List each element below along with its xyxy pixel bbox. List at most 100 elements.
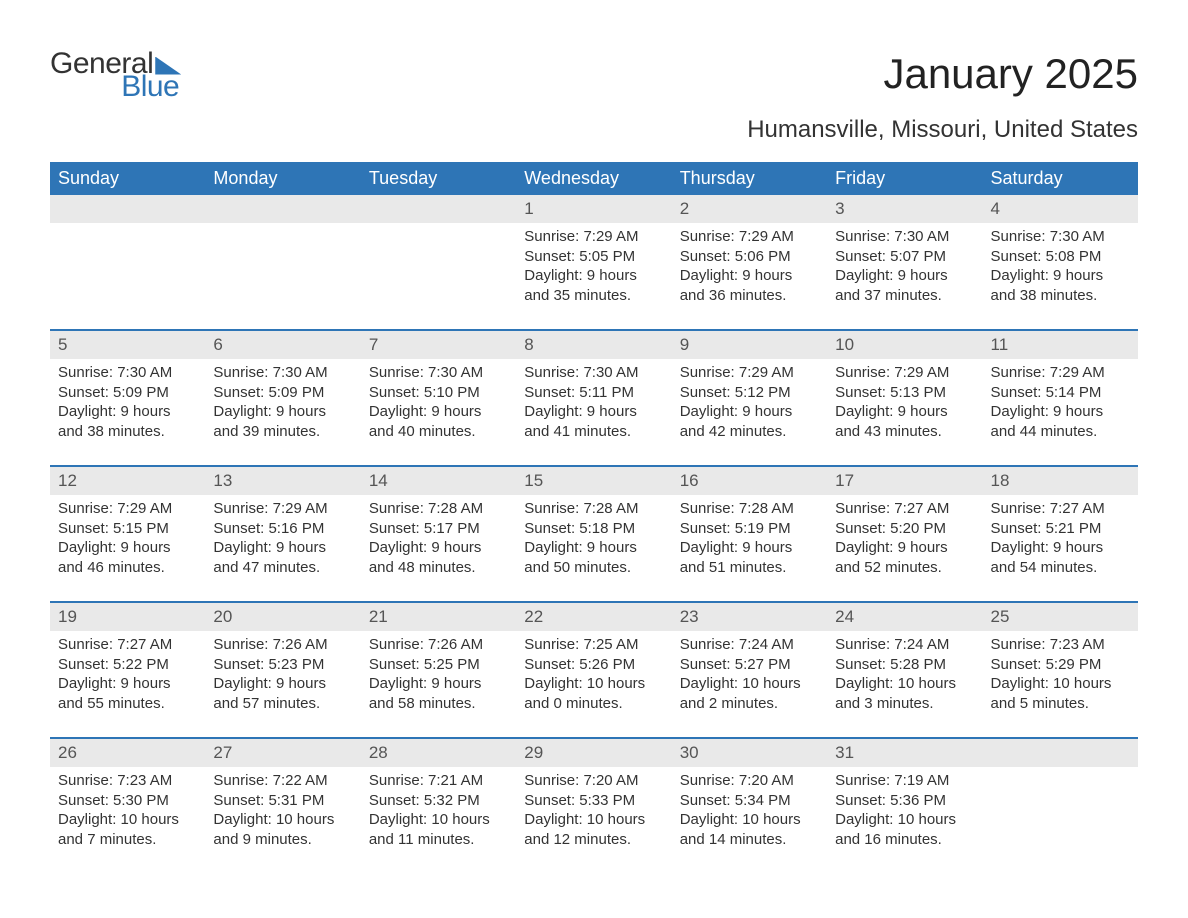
sunset-text: Sunset: 5:11 PM xyxy=(524,383,663,403)
day-number: 2 xyxy=(672,195,827,223)
calendar-day: 2Sunrise: 7:29 AMSunset: 5:06 PMDaylight… xyxy=(672,195,827,315)
sunrise-text: Sunrise: 7:29 AM xyxy=(680,227,819,247)
weekday-header: Monday xyxy=(205,162,360,195)
day-number: 30 xyxy=(672,739,827,767)
day-number xyxy=(983,739,1138,767)
sunset-text: Sunset: 5:13 PM xyxy=(835,383,974,403)
sunset-text: Sunset: 5:26 PM xyxy=(524,655,663,675)
daylight-text-2: and 9 minutes. xyxy=(213,830,352,850)
calendar-day: 30 Sunrise: 7:20 AMSunset: 5:34 PMDayligh… xyxy=(672,739,827,859)
sunrise-text: Sunrise: 7:24 AM xyxy=(680,635,819,655)
daylight-text-1: Daylight: 9 hours xyxy=(991,402,1130,422)
sunset-text: Sunset: 5:32 PM xyxy=(369,791,508,811)
sunset-text: Sunset: 5:29 PM xyxy=(991,655,1130,675)
daylight-text-1: Daylight: 9 hours xyxy=(524,538,663,558)
sunrise-text: Sunrise: 7:25 AM xyxy=(524,635,663,655)
day-number: 7 xyxy=(361,331,516,359)
sunset-text: Sunset: 5:36 PM xyxy=(835,791,974,811)
daylight-text-1: Daylight: 9 hours xyxy=(835,538,974,558)
calendar-day: 26Sunrise: 7:23 AMSunset: 5:30 PMDayligh… xyxy=(50,739,205,859)
weekday-header: Thursday xyxy=(672,162,827,195)
calendar-week: 5 Sunrise: 7:30 AMSunset: 5:09 PM Daylight… xyxy=(50,329,1138,451)
daylight-text-2: and 7 minutes. xyxy=(58,830,197,850)
calendar-day: 5Sunrise: 7:30 AMSunset: 5:09 PMDaylight… xyxy=(50,331,205,451)
day-number: 5 xyxy=(50,331,205,359)
sunset-text: Sunset: 5:12 PM xyxy=(680,383,819,403)
daylight-text-1: Daylight: 10 hours xyxy=(524,674,663,694)
sunrise-text: Sunrise: 7:30 AM xyxy=(213,363,352,383)
daylight-text-1: Daylight: 9 hours xyxy=(835,402,974,422)
daylight-text-1: Daylight: 10 hours xyxy=(58,810,197,830)
day-number xyxy=(50,195,205,223)
title-block: January 2025 Humansville, Missouri, Unit… xyxy=(747,50,1138,154)
daylight-text-1: Daylight: 9 hours xyxy=(369,674,508,694)
daylight-text-2: and 40 minutes. xyxy=(369,422,508,442)
daylight-text-1: Daylight: 10 hours xyxy=(524,810,663,830)
calendar-day xyxy=(50,195,205,315)
calendar-day xyxy=(983,739,1138,859)
day-number: 20 xyxy=(205,603,360,631)
day-number: 31 xyxy=(827,739,982,767)
sunset-text: Sunset: 5:34 PM xyxy=(680,791,819,811)
daylight-text-2: and 43 minutes. xyxy=(835,422,974,442)
day-number: 21 xyxy=(361,603,516,631)
weekday-header: Saturday xyxy=(983,162,1138,195)
daylight-text-1: Daylight: 9 hours xyxy=(369,402,508,422)
calendar-day: 20Sunrise: 7:26 AMSunset: 5:23 PMDayligh… xyxy=(205,603,360,723)
daylight-text-1: Daylight: 10 hours xyxy=(991,674,1130,694)
day-number: 29 xyxy=(516,739,671,767)
daylight-text-1: Daylight: 9 hours xyxy=(58,538,197,558)
sunset-text: Sunset: 5:27 PM xyxy=(680,655,819,675)
daylight-text-1: Daylight: 10 hours xyxy=(835,810,974,830)
sunrise-text: Sunrise: 7:20 AM xyxy=(680,771,819,791)
day-number: 23 xyxy=(672,603,827,631)
calendar-day: 29Sunrise: 7:20 AMSunset: 5:33 PMDayligh… xyxy=(516,739,671,859)
calendar-day: 6Sunrise: 7:30 AMSunset: 5:09 PMDaylight… xyxy=(205,331,360,451)
sunrise-text: Sunrise: 7:23 AM xyxy=(991,635,1130,655)
day-number: 19 xyxy=(50,603,205,631)
calendar-day: 10Sunrise: 7:29 AMSunset: 5:13 PMDayligh… xyxy=(827,331,982,451)
sunrise-text: Sunrise: 7:20 AM xyxy=(524,771,663,791)
sunrise-text: Sunrise: 7:30 AM xyxy=(991,227,1130,247)
sunrise-text: Sunrise: 7:26 AM xyxy=(213,635,352,655)
daylight-text-1: Daylight: 10 hours xyxy=(680,674,819,694)
sunrise-text: Sunrise: 7:27 AM xyxy=(835,499,974,519)
daylight-text-2: and 48 minutes. xyxy=(369,558,508,578)
sunset-text: Sunset: 5:21 PM xyxy=(991,519,1130,539)
sunset-text: Sunset: 5:09 PM xyxy=(213,383,352,403)
calendar-week: 12Sunrise: 7:29 AMSunset: 5:15 PMDayligh… xyxy=(50,465,1138,587)
daylight-text-1: Daylight: 10 hours xyxy=(680,810,819,830)
sunrise-text: Sunrise: 7:26 AM xyxy=(369,635,508,655)
calendar-day xyxy=(361,195,516,315)
sunset-text: Sunset: 5:14 PM xyxy=(991,383,1130,403)
weekday-header-row: SundayMondayTuesdayWednesdayThursdayFrid… xyxy=(50,162,1138,195)
sunrise-text: Sunrise: 7:21 AM xyxy=(369,771,508,791)
sunrise-text: Sunrise: 7:23 AM xyxy=(58,771,197,791)
calendar-day: 21Sunrise: 7:26 AMSunset: 5:25 PMDayligh… xyxy=(361,603,516,723)
daylight-text-2: and 42 minutes. xyxy=(680,422,819,442)
calendar-day: 11Sunrise: 7:29 AMSunset: 5:14 PMDayligh… xyxy=(983,331,1138,451)
sunrise-text: Sunrise: 7:29 AM xyxy=(680,363,819,383)
daylight-text-2: and 0 minutes. xyxy=(524,694,663,714)
sunrise-text: Sunrise: 7:29 AM xyxy=(213,499,352,519)
daylight-text-1: Daylight: 9 hours xyxy=(369,538,508,558)
logo: General Blue xyxy=(50,50,181,101)
day-number: 27 xyxy=(205,739,360,767)
sunset-text: Sunset: 5:18 PM xyxy=(524,519,663,539)
day-number: 16 xyxy=(672,467,827,495)
daylight-text-2: and 2 minutes. xyxy=(680,694,819,714)
daylight-text-1: Daylight: 10 hours xyxy=(835,674,974,694)
calendar-week: 19Sunrise: 7:27 AMSunset: 5:22 PMDayligh… xyxy=(50,601,1138,723)
calendar-day: 17Sunrise: 7:27 AMSunset: 5:20 PMDayligh… xyxy=(827,467,982,587)
sunset-text: Sunset: 5:31 PM xyxy=(213,791,352,811)
daylight-text-2: and 44 minutes. xyxy=(991,422,1130,442)
calendar-weeks: 1Sunrise: 7:29 AMSunset: 5:05 PMDaylight… xyxy=(50,195,1138,859)
daylight-text-1: Daylight: 9 hours xyxy=(213,538,352,558)
location-text: Humansville, Missouri, United States xyxy=(747,116,1138,144)
calendar-day: 24Sunrise: 7:24 AMSunset: 5:28 PMDayligh… xyxy=(827,603,982,723)
daylight-text-1: Daylight: 9 hours xyxy=(524,266,663,286)
weekday-header: Tuesday xyxy=(361,162,516,195)
sunrise-text: Sunrise: 7:24 AM xyxy=(835,635,974,655)
daylight-text-1: Daylight: 9 hours xyxy=(58,674,197,694)
daylight-text-1: Daylight: 9 hours xyxy=(680,538,819,558)
